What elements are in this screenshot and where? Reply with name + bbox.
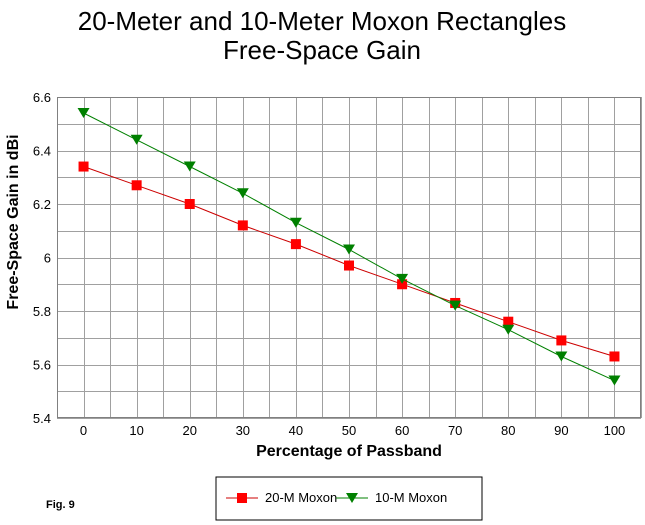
y-tick-label: 6: [44, 251, 51, 266]
x-tick-label: 60: [395, 423, 409, 438]
plot-frame: [57, 97, 641, 418]
data-point-10-m-moxon: [502, 324, 515, 335]
legend: 20-M Moxon 10-M Moxon: [215, 476, 483, 521]
x-tick-label: 10: [129, 423, 143, 438]
legend-marker-10m: [346, 493, 358, 503]
data-point-20-m-moxon: [290, 239, 301, 250]
chart-subtitle: Free-Space Gain: [223, 35, 421, 65]
data-point-20-m-moxon: [78, 161, 89, 172]
x-tick-label: 30: [236, 423, 250, 438]
data-point-10-m-moxon: [555, 351, 568, 362]
data-point-20-m-moxon: [503, 316, 514, 327]
series-layer: [77, 108, 621, 386]
y-tick-label: 5.8: [33, 304, 51, 319]
data-point-10-m-moxon: [236, 188, 249, 199]
data-point-10-m-moxon: [130, 134, 143, 145]
y-axis-ticks: 5.4 5.6 5.8 6 6.2 6.4 6.6: [33, 90, 51, 426]
x-tick-label: 70: [448, 423, 462, 438]
y-tick-label: 5.4: [33, 411, 51, 426]
data-point-10-m-moxon: [343, 244, 355, 255]
data-point-20-m-moxon: [131, 180, 142, 191]
plot-area: [57, 97, 642, 419]
x-tick-label: 100: [604, 423, 626, 438]
y-axis-label: Free-Space Gain in dBi: [5, 134, 22, 309]
data-point-10-m-moxon: [449, 300, 462, 311]
y-tick-label: 6.2: [33, 197, 51, 212]
figure-annotation: Fig. 9: [46, 499, 75, 511]
x-tick-label: 40: [289, 423, 303, 438]
data-point-20-m-moxon: [397, 279, 408, 290]
data-point-10-m-moxon: [608, 375, 621, 386]
y-tick-label: 5.6: [33, 358, 51, 373]
x-axis-label: Percentage of Passband: [256, 443, 442, 460]
x-axis-ticks: 0 10 20 30 40 50 60 70 80 90 100: [80, 423, 625, 438]
x-tick-label: 80: [501, 423, 515, 438]
data-point-20-m-moxon: [184, 199, 195, 209]
legend-marker-20m: [237, 493, 247, 503]
legend-label-20m: 20-M Moxon: [265, 490, 337, 505]
chart-title: 20-Meter and 10-Meter Moxon Rectangles: [78, 6, 566, 36]
data-point-10-m-moxon: [77, 108, 90, 119]
data-point-20-m-moxon: [237, 220, 248, 231]
x-tick-label: 0: [80, 423, 87, 438]
data-point-20-m-moxon: [609, 351, 620, 362]
x-tick-label: 20: [182, 423, 196, 438]
data-point-10-m-moxon: [183, 161, 196, 172]
data-point-10-m-moxon: [289, 217, 302, 228]
x-tick-label: 50: [342, 423, 356, 438]
data-point-20-m-moxon: [344, 260, 354, 271]
y-tick-label: 6.6: [33, 90, 51, 105]
data-point-10-m-moxon: [396, 273, 409, 284]
data-point-20-m-moxon: [556, 335, 567, 346]
x-tick-label: 90: [554, 423, 568, 438]
legend-label-10m: 10-M Moxon: [375, 490, 447, 505]
y-tick-label: 6.4: [33, 144, 51, 159]
